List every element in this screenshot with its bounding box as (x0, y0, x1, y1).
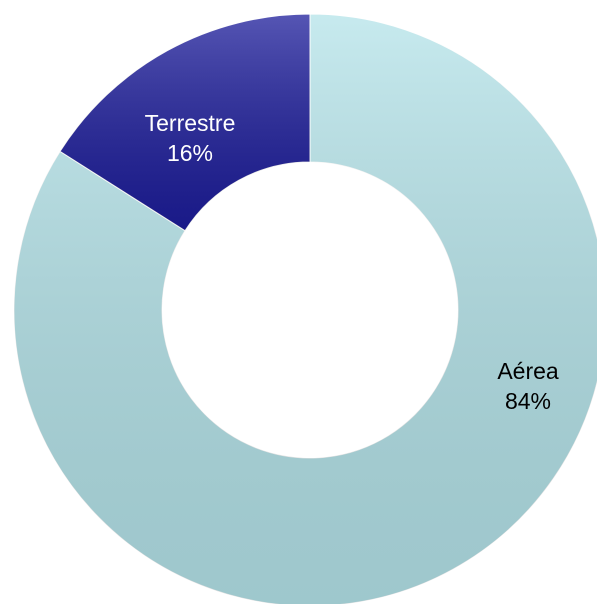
value-label: 84% (505, 388, 551, 414)
category-label: Terrestre (145, 110, 236, 136)
value-label: 16% (167, 140, 213, 166)
slices (13, 13, 597, 604)
labels: Aérea 84% Terrestre 16% (145, 110, 559, 414)
category-label: Aérea (497, 358, 559, 384)
